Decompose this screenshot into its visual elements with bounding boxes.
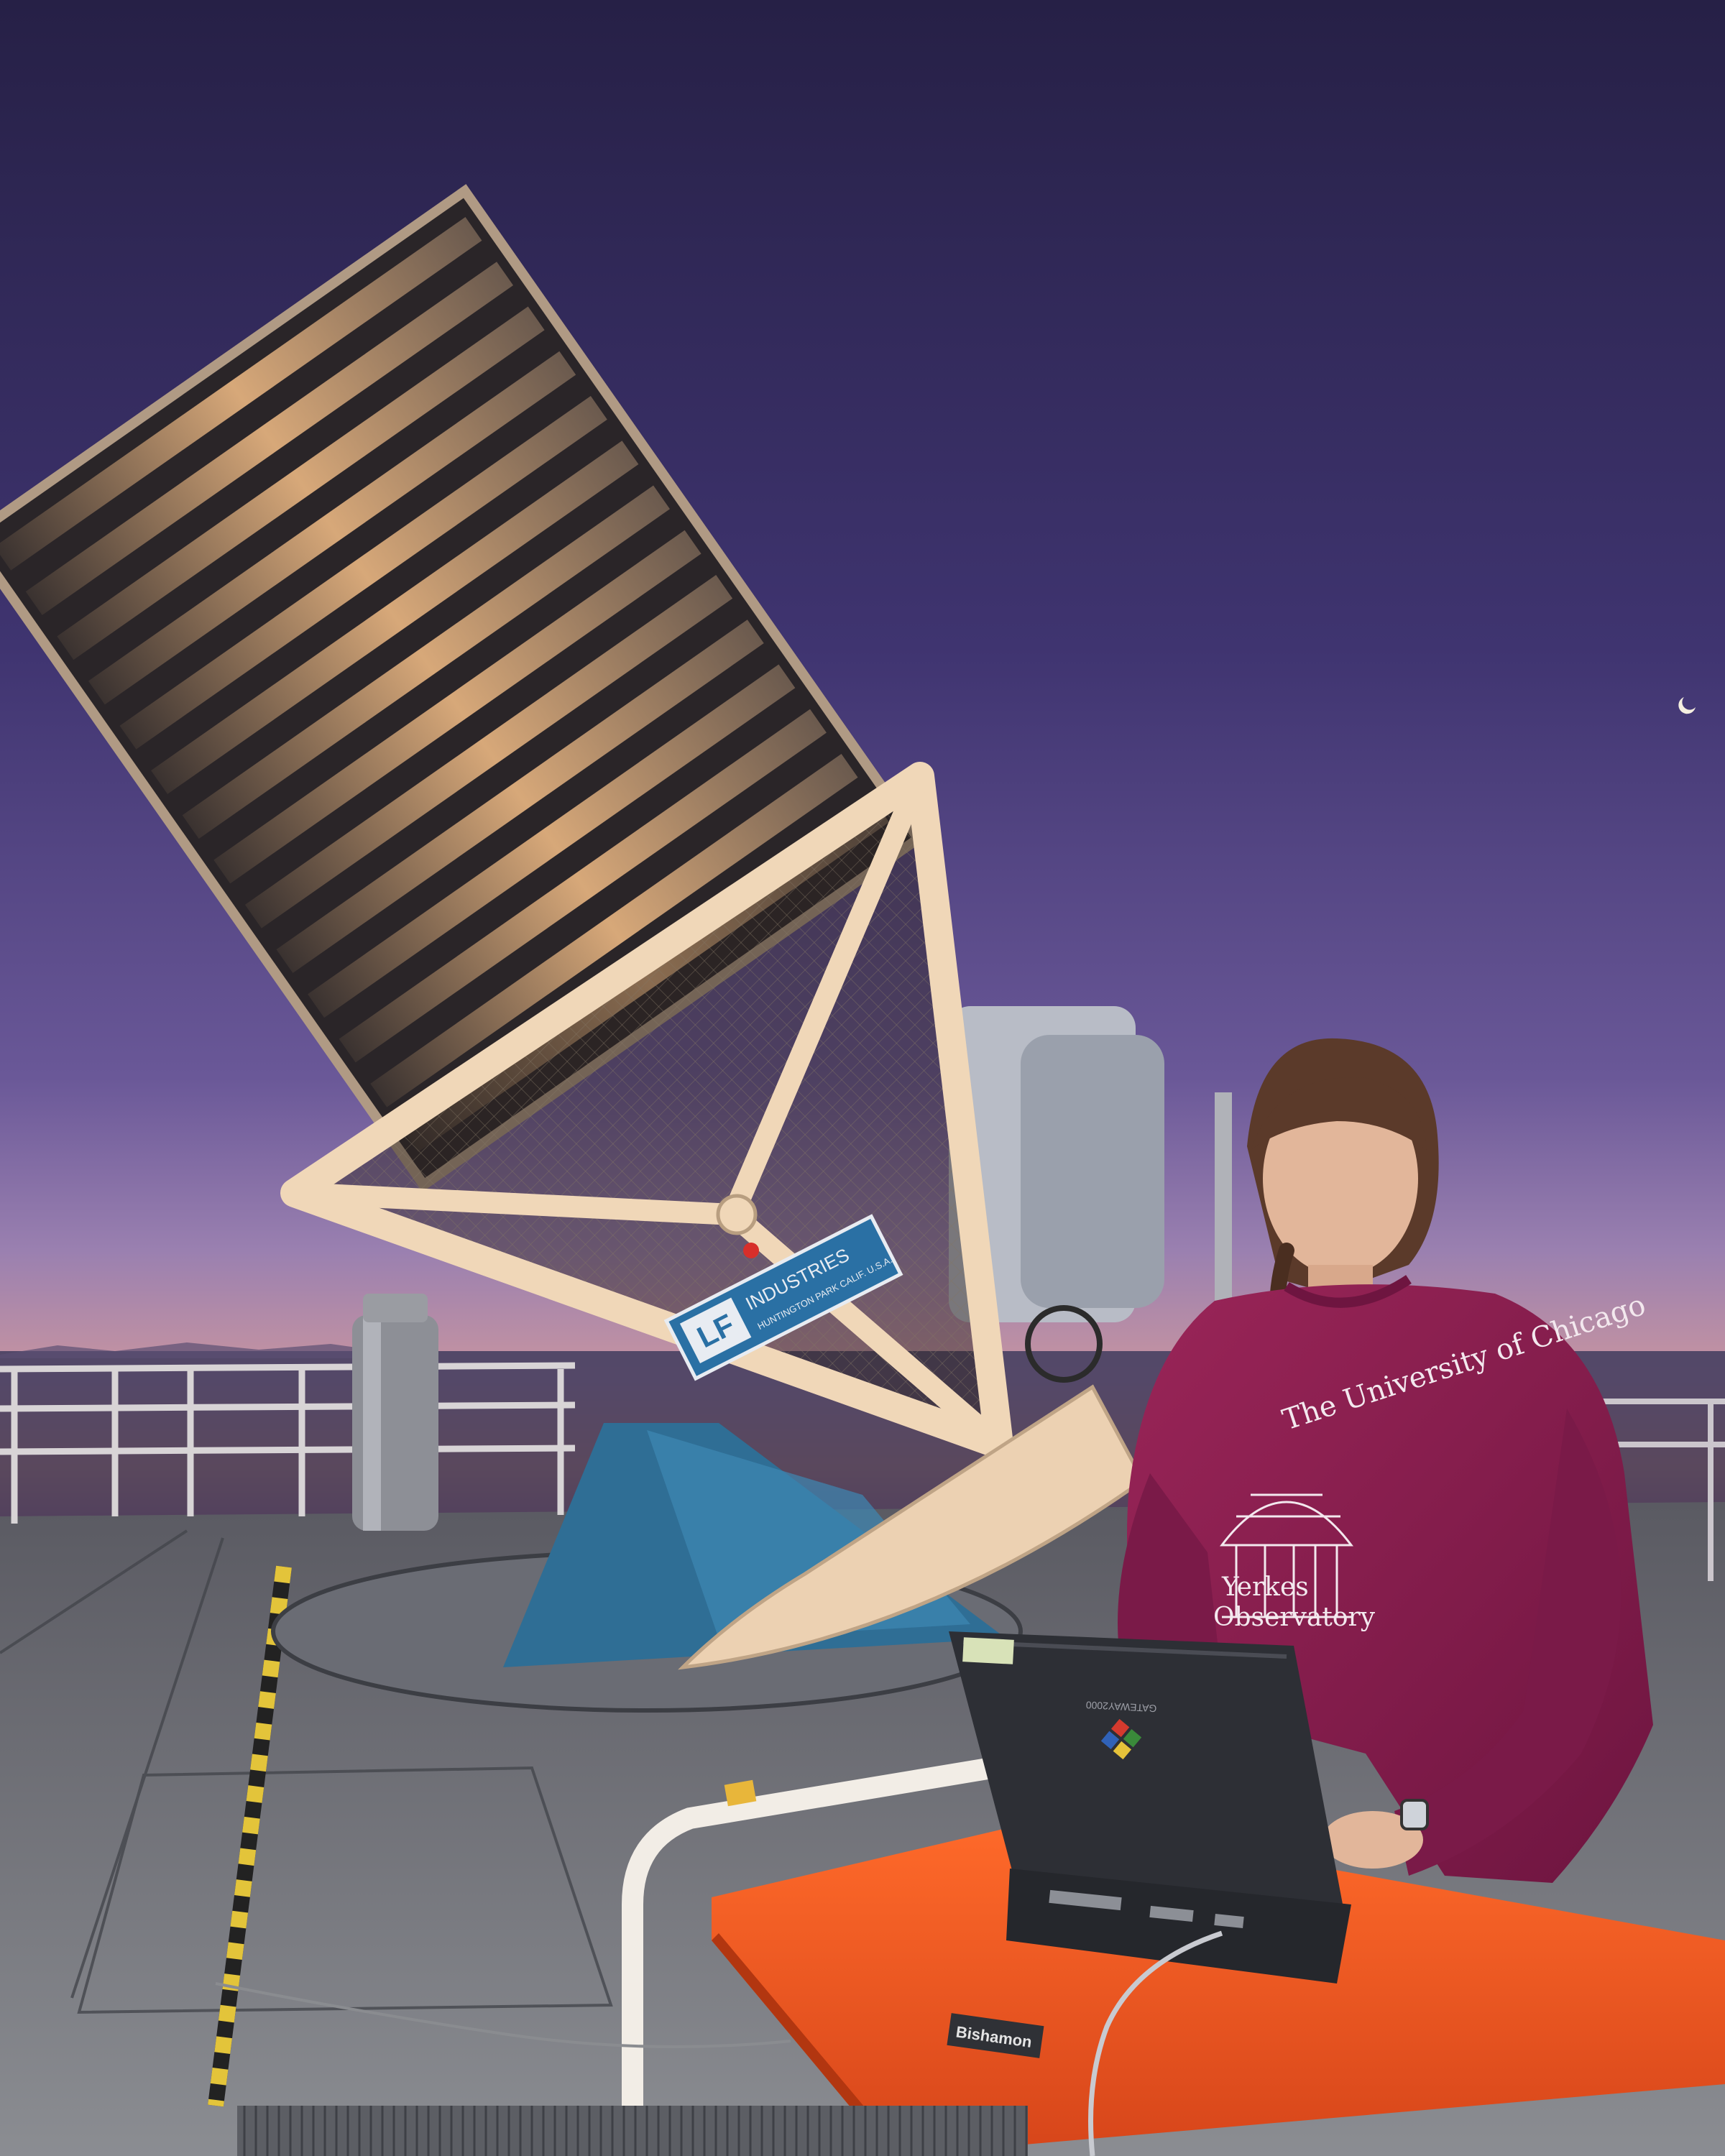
gas-cylinder (352, 1294, 438, 1531)
baffle-louver (213, 530, 702, 884)
person-left-arm (1118, 1473, 1222, 1693)
shirt-text-observatory: Observatory (1213, 1603, 1376, 1632)
floor-grate-bars (243, 2106, 1028, 2156)
person-hand (1322, 1811, 1423, 1869)
baffle-louver (339, 709, 827, 1063)
telescope-instrument (949, 1006, 1232, 1383)
hazard-stripe (208, 1565, 292, 2107)
baffle-louver (308, 664, 796, 1018)
laptop-brand: GATEWAY2000 (1085, 1699, 1156, 1714)
baffle-louver (244, 575, 733, 929)
baffle-louver (119, 395, 607, 750)
deck-panels (0, 1529, 613, 2014)
laptop-logo (1100, 1718, 1142, 1760)
floor-grate (237, 2106, 1028, 2156)
laptop: GATEWAY2000 (949, 1631, 1351, 2156)
baffle-louver (57, 306, 545, 660)
cart-label-plate (947, 2013, 1044, 2058)
orange-cart: Bishamon (712, 1818, 1725, 2156)
wristwatch (1400, 1799, 1429, 1830)
baffle-louver (25, 262, 514, 615)
manufacturer-plate: LF INDUSTRIES HUNTINGTON PARK CALIF. U.S… (663, 1214, 903, 1381)
shirt-text-yerkes: Yerkes (1221, 1572, 1309, 1602)
person: The University of Chicago Yerkes Observa… (1118, 1038, 1653, 1883)
baffle-louver (276, 619, 764, 973)
person-face (1263, 1082, 1418, 1276)
shirt-observatory-drawing (1219, 1493, 1354, 1618)
laptop-ports (1049, 1889, 1244, 1929)
cart-handle (622, 1757, 1003, 2116)
baffle-louver (182, 485, 670, 839)
baffle-louver (151, 441, 639, 794)
baffle-louver (88, 351, 576, 705)
laptop-cable (1088, 1930, 1223, 2156)
distant-mountains (0, 1342, 431, 1358)
baffle-louver (0, 216, 482, 571)
baffle-louver (370, 754, 858, 1107)
person-right-arm (1394, 1409, 1622, 1876)
laptop-lid (949, 1631, 1344, 1912)
crescent-moon (1678, 697, 1696, 714)
floor-cables (215, 1982, 791, 2048)
